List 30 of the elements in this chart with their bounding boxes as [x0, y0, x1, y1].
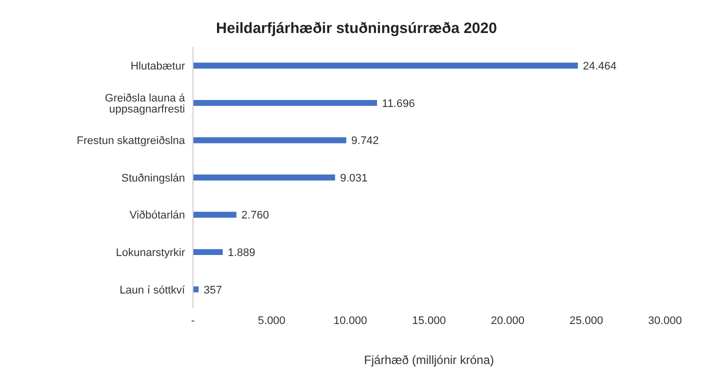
- data-label: 1.889: [228, 246, 256, 259]
- data-label: 11.696: [382, 98, 415, 110]
- x-tick-label: 20.000: [490, 314, 524, 327]
- bar: [193, 212, 236, 218]
- data-label: 9.742: [351, 135, 379, 148]
- data-label: 357: [204, 284, 222, 296]
- x-tick-label: 10.000: [334, 314, 368, 327]
- y-tick-label: Hlutabætur: [130, 60, 186, 73]
- x-tick-label: 15.000: [412, 314, 446, 327]
- x-tick-label: 5.000: [258, 314, 286, 327]
- chart-title: Heildarfjárhæðir stuðningsúrræða 2020: [215, 19, 498, 37]
- data-label: 24.464: [582, 60, 617, 73]
- bar: [193, 174, 336, 180]
- y-tick-label: Greiðsla launa á uppsagnarfresti: [104, 92, 186, 116]
- x-axis-title: Fjárhæð (milljónir króna): [362, 353, 496, 367]
- bar: [193, 249, 223, 256]
- bar: [193, 137, 346, 144]
- y-tick-label: Lokunarstyrkir: [116, 246, 186, 259]
- bar: [193, 100, 378, 106]
- bar: [193, 62, 578, 69]
- y-tick-label: Laun í sóttkví: [120, 284, 186, 296]
- y-tick-label: Stuðningslán: [121, 172, 185, 184]
- bar: [193, 286, 199, 292]
- y-tick-label: Viðbótarlán: [130, 210, 185, 222]
- x-tick-label: -: [191, 314, 196, 327]
- data-label: 2.760: [241, 210, 269, 222]
- y-tick-label: Frestun skattgreiðslna: [76, 135, 186, 148]
- x-tick-label: 30.000: [648, 314, 682, 327]
- data-label: 9.031: [340, 172, 368, 184]
- x-tick-label: 25.000: [570, 314, 604, 327]
